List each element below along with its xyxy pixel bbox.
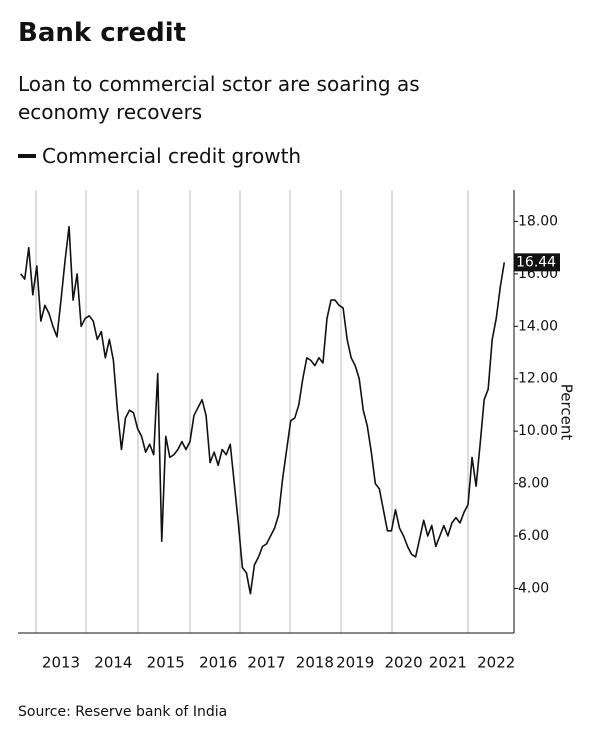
chart-title: Bank credit — [18, 18, 187, 48]
x-tick-label: 2016 — [199, 654, 237, 672]
y-tick-label: 18.00 — [518, 213, 558, 229]
value-label: 16.44 — [516, 254, 556, 270]
x-tick-label: 2015 — [147, 654, 185, 672]
x-tick-label: 2020 — [384, 654, 422, 672]
y-tick-label: 14.00 — [518, 318, 558, 334]
x-tick-label: 2017 — [247, 654, 285, 672]
source-note: Source: Reserve bank of India — [18, 704, 228, 720]
x-tick-label: 2013 — [42, 654, 80, 672]
y-axis-title: Percent — [558, 384, 576, 441]
x-tick-label: 2018 — [296, 654, 334, 672]
y-tick-label: 10.00 — [518, 423, 558, 439]
y-tick-label: 12.00 — [518, 371, 558, 387]
x-tick-label: 2014 — [94, 654, 132, 672]
data-line — [20, 225, 506, 595]
y-tick-label: 6.00 — [518, 528, 549, 544]
legend-swatch — [18, 154, 36, 158]
y-tick-label: 4.00 — [518, 580, 549, 596]
x-tick-label: 2021 — [429, 654, 467, 672]
legend-label: Commercial credit growth — [42, 144, 302, 168]
value-label-box — [514, 253, 560, 272]
y-tick-label: 8.00 — [518, 476, 549, 492]
chart-subtitle: Loan to commercial sctor are soaring as … — [18, 72, 420, 124]
x-tick-label: 2022 — [477, 654, 515, 672]
x-tick-label: 2019 — [336, 654, 374, 672]
legend: Commercial credit growth — [18, 144, 301, 168]
